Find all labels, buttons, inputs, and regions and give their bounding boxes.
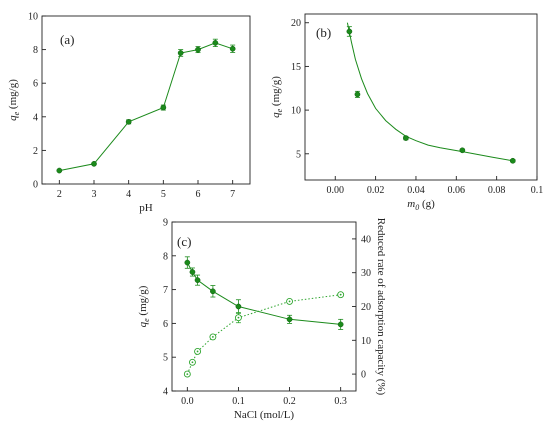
y2-tick-label: 0 bbox=[361, 370, 366, 381]
x-tick-label: 0.08 bbox=[488, 185, 506, 196]
x-tick-label: 0.2 bbox=[283, 396, 296, 407]
y2-axis-label: Reduced rate of adsorption capacity (%) bbox=[375, 218, 387, 396]
y-tick-label: 6 bbox=[163, 319, 168, 330]
data-point-center bbox=[339, 293, 342, 296]
y-axis-label: qe (mg/g) bbox=[270, 76, 284, 118]
data-point bbox=[56, 167, 63, 174]
data-point bbox=[177, 50, 184, 56]
data-point bbox=[229, 45, 236, 52]
data-point-center bbox=[288, 300, 291, 303]
data-point bbox=[194, 277, 201, 283]
series-line bbox=[186, 262, 341, 325]
y-tick-label: 4 bbox=[163, 387, 168, 398]
x-tick-label: 3 bbox=[92, 189, 97, 200]
y-tick-label: 2 bbox=[33, 146, 38, 157]
data-point bbox=[195, 46, 201, 53]
data-point-center bbox=[211, 336, 214, 338]
plot-frame bbox=[304, 13, 538, 181]
data-point bbox=[354, 91, 361, 98]
y2-tick-label: 20 bbox=[361, 302, 371, 313]
data-point bbox=[125, 118, 132, 125]
x-tick-label: 0.1 bbox=[531, 185, 544, 196]
y-tick-label: 15 bbox=[291, 62, 301, 73]
chart-panel-a: (a) 2 3 4 5 6 7 0 2 4 6 8 10 pH qe (mg/g) bbox=[7, 12, 251, 214]
plot-frame bbox=[171, 221, 357, 392]
chart-panel-c: (c) 0.0 0.1 0.2 0.3 4 5 6 7 8 9 0 10 20 30 40 NaCl (mol… bbox=[137, 218, 387, 422]
x-tick-label: 4 bbox=[126, 189, 131, 200]
data-point bbox=[212, 40, 219, 46]
y-tick-label: 0 bbox=[33, 180, 38, 191]
plot-frame bbox=[41, 15, 251, 185]
data-point-center bbox=[196, 350, 199, 353]
y2-tick-label: 30 bbox=[361, 268, 371, 279]
data-point bbox=[160, 104, 167, 111]
y-tick-label: 10 bbox=[28, 12, 38, 23]
x-tick-label: 0.0 bbox=[181, 396, 194, 407]
x-tick-label: 0.02 bbox=[367, 185, 385, 196]
data-point bbox=[509, 157, 516, 164]
data-point bbox=[91, 160, 97, 167]
data-point-center bbox=[186, 373, 189, 375]
panel-label-a: (a) bbox=[60, 32, 74, 47]
panel-label-c: (c) bbox=[177, 234, 191, 249]
y-tick-label: 5 bbox=[163, 353, 168, 364]
data-point bbox=[189, 269, 196, 275]
data-point bbox=[337, 321, 344, 328]
y-tick-label: 8 bbox=[33, 45, 38, 56]
x-tick-label: 0.1 bbox=[232, 396, 245, 407]
x-tick-label: 6 bbox=[196, 189, 201, 200]
chart-panel-b: (b) 0.00 0.02 0.04 0.06 0.08 0.1 5 10 15 20 m0 (g)… bbox=[270, 13, 544, 212]
y-tick-label: 6 bbox=[33, 79, 38, 90]
x-tick-label: 0.06 bbox=[448, 185, 466, 196]
y-tick-label: 7 bbox=[163, 285, 168, 296]
x-tick-label: 7 bbox=[230, 189, 235, 200]
x-tick-label: 0.00 bbox=[327, 185, 345, 196]
x-tick-label: 0.04 bbox=[407, 185, 425, 196]
x-tick-label: 2 bbox=[57, 189, 62, 200]
data-point bbox=[286, 316, 293, 323]
x-tick-label: 0.3 bbox=[334, 396, 347, 407]
data-point bbox=[346, 28, 353, 35]
data-point bbox=[235, 303, 242, 310]
y-axis-label: qe (mg/g) bbox=[137, 285, 151, 327]
series-line bbox=[186, 294, 341, 375]
y-tick-label: 20 bbox=[291, 18, 301, 29]
y-tick-label: 10 bbox=[291, 106, 301, 117]
x-tick-label: 5 bbox=[161, 189, 166, 200]
y-tick-label: 4 bbox=[33, 112, 38, 123]
data-point bbox=[403, 135, 409, 141]
data-point bbox=[184, 259, 191, 266]
y2-tick-label: 10 bbox=[361, 336, 371, 347]
series-line bbox=[59, 42, 233, 172]
data-point bbox=[459, 147, 466, 154]
x-axis-label: m0 (g) bbox=[407, 198, 435, 212]
data-point bbox=[210, 288, 216, 295]
fit-curve bbox=[346, 22, 513, 162]
y-tick-label: 8 bbox=[163, 251, 168, 262]
panel-label-b: (b) bbox=[316, 25, 331, 40]
y-tick-label: 5 bbox=[296, 149, 301, 160]
y2-tick-label: 40 bbox=[361, 234, 371, 245]
y-axis-label: qe (mg/g) bbox=[7, 79, 21, 121]
data-point-center bbox=[237, 316, 240, 319]
x-axis-label: NaCl (mol/L) bbox=[234, 409, 295, 421]
y-tick-label: 9 bbox=[163, 218, 168, 229]
data-point-center bbox=[191, 361, 194, 364]
x-axis-label: pH bbox=[139, 202, 153, 214]
